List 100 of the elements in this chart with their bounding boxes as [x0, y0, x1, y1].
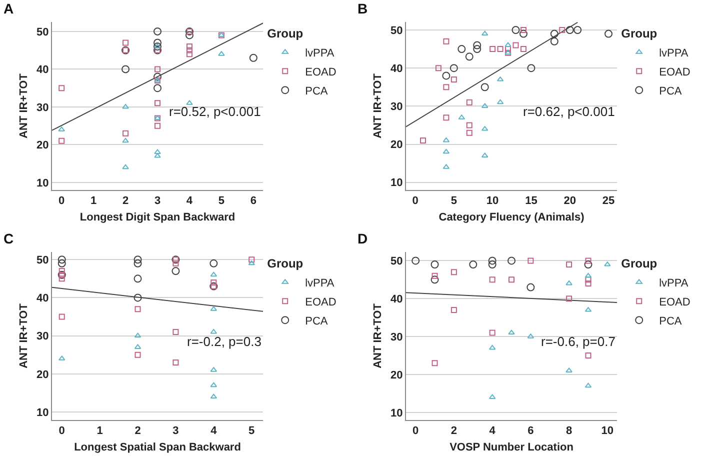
point	[154, 42, 162, 51]
point	[122, 138, 129, 143]
point	[134, 306, 141, 312]
point	[520, 46, 526, 52]
point	[154, 122, 160, 129]
chart-title: D	[358, 230, 368, 246]
x-tick-label: 3	[154, 195, 161, 208]
point	[512, 26, 520, 34]
legend-title: Group	[621, 256, 658, 271]
point	[172, 359, 179, 366]
point	[154, 100, 160, 106]
x-tick-label: 2	[134, 425, 141, 438]
point	[58, 138, 65, 144]
point	[432, 272, 438, 279]
point	[450, 269, 457, 276]
point	[58, 85, 65, 92]
point	[450, 64, 458, 72]
point	[526, 283, 535, 292]
legend-title: Group	[267, 256, 304, 271]
point	[566, 280, 572, 286]
point	[604, 262, 611, 266]
point	[469, 260, 478, 269]
point	[508, 330, 515, 335]
point	[172, 267, 180, 276]
point	[172, 329, 179, 335]
y-tick-label: 40	[36, 292, 49, 305]
point	[465, 52, 474, 61]
y-tick-label: 30	[36, 102, 49, 114]
point	[566, 296, 572, 302]
point	[466, 130, 472, 136]
point	[488, 344, 496, 350]
y-tick-label: 10	[390, 407, 403, 420]
point	[443, 114, 450, 121]
point	[442, 148, 450, 154]
point	[122, 40, 129, 46]
point	[248, 260, 256, 266]
legend-label: EOAD	[659, 296, 690, 308]
point	[134, 294, 142, 302]
legend-label: EOAD	[305, 296, 336, 308]
point	[528, 258, 534, 264]
x-tick-label: 2	[450, 425, 458, 438]
x-tick-label: 5	[248, 425, 255, 438]
point	[186, 100, 193, 105]
point	[210, 394, 218, 399]
point	[442, 72, 450, 80]
x-tick-label: 5	[218, 195, 225, 208]
legend-title: Group	[621, 26, 658, 41]
point	[430, 260, 439, 269]
y-tick-label: 20	[390, 139, 403, 152]
point	[122, 104, 129, 109]
point	[519, 30, 528, 38]
y-tick-label: 50	[36, 26, 49, 38]
point	[489, 330, 496, 336]
point	[450, 307, 457, 314]
point	[442, 137, 450, 142]
point	[574, 26, 582, 34]
legend-label: EOAD	[305, 66, 336, 78]
point	[210, 382, 218, 388]
point	[154, 149, 161, 154]
point	[550, 37, 558, 46]
point	[58, 314, 65, 320]
y-tick-label: 50	[390, 256, 403, 268]
point	[58, 276, 65, 282]
point	[496, 99, 504, 104]
point	[412, 256, 420, 265]
point	[154, 38, 162, 47]
y-tick-label: 10	[36, 177, 49, 190]
y-tick-label: 40	[390, 294, 403, 306]
point	[585, 276, 592, 283]
point	[134, 259, 142, 268]
point	[466, 99, 472, 106]
point	[481, 30, 488, 36]
point	[420, 137, 426, 144]
y-axis-title: ANT IR+TOT	[372, 303, 384, 368]
point	[249, 54, 258, 62]
point	[248, 256, 255, 263]
point	[122, 164, 129, 170]
annotation: r=0.62, p<0.001	[523, 104, 615, 119]
point	[58, 126, 65, 132]
legend-label: EOAD	[659, 66, 690, 78]
point	[186, 44, 192, 50]
point	[154, 84, 162, 92]
point	[550, 30, 558, 38]
x-tick-label: 1	[90, 195, 97, 208]
point	[432, 360, 438, 366]
x-tick-label: 6	[528, 425, 534, 438]
point	[488, 260, 496, 269]
point	[443, 84, 450, 90]
point	[584, 382, 592, 388]
y-tick-label: 50	[390, 24, 403, 37]
point	[134, 274, 142, 283]
point	[186, 51, 192, 58]
point	[58, 256, 66, 264]
legend-label: lvPPA	[659, 47, 689, 60]
point	[134, 332, 142, 338]
point	[566, 26, 574, 34]
point	[154, 44, 161, 48]
x-tick-label: 5	[450, 195, 457, 208]
point	[566, 262, 572, 268]
point	[210, 272, 218, 277]
